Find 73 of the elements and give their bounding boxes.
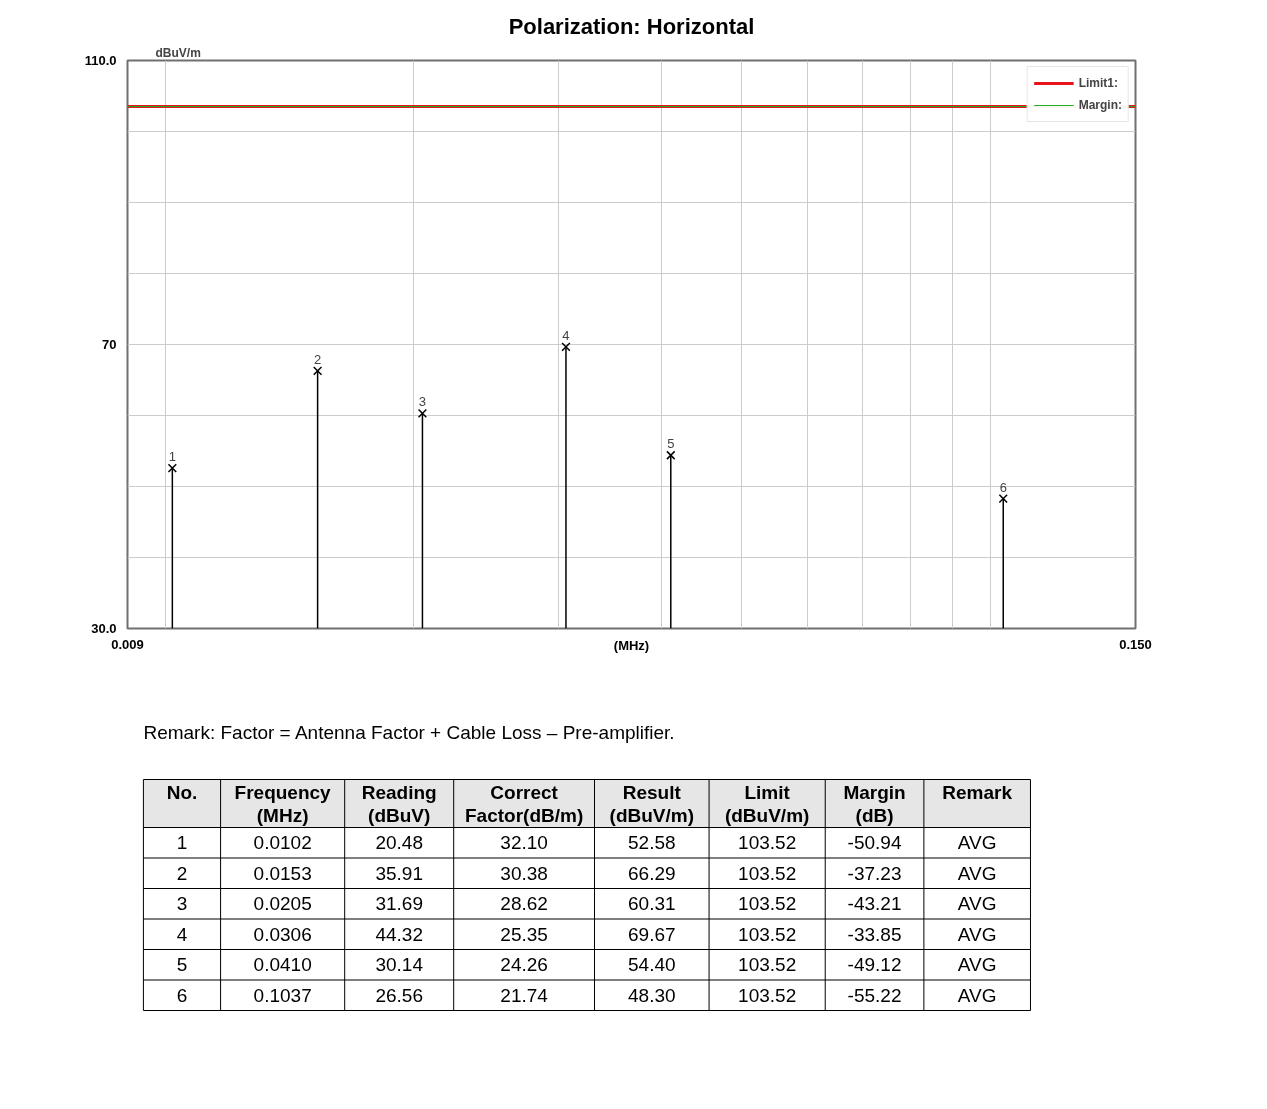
text: Result (dBuV/m) xyxy=(609,781,695,826)
text: -43.21 xyxy=(847,893,902,915)
text: 35.91 xyxy=(375,862,423,884)
text: 31.69 xyxy=(375,893,423,915)
ref-line-label: Margin: xyxy=(1078,98,1122,112)
text: 32.10 xyxy=(500,832,548,854)
text: AVG xyxy=(957,954,997,976)
text: 103.52 xyxy=(738,923,797,945)
text: 0.0102 xyxy=(253,832,312,854)
text: 44.32 xyxy=(375,923,423,945)
text: Remark: Factor = Antenna Factor + Cable Loss – Pre-amplifier. xyxy=(143,722,675,743)
text: 20.48 xyxy=(375,832,423,854)
text: 103.52 xyxy=(738,862,797,884)
text: Correct Factor(dB/m) xyxy=(464,781,584,826)
text: 66.29 xyxy=(628,862,676,884)
annotation: 2 xyxy=(314,351,322,367)
text: 103.52 xyxy=(738,954,797,976)
text: 2 xyxy=(176,862,188,884)
x-tick-label: 0.150 xyxy=(1119,636,1152,652)
text: Limit (dBuV/m) xyxy=(724,781,810,826)
text: No. xyxy=(166,781,198,803)
text: 24.26 xyxy=(500,954,548,976)
annotation: 1 xyxy=(168,449,176,465)
text: -37.23 xyxy=(847,862,902,884)
text: 103.52 xyxy=(738,984,797,1006)
text: Margin (dB) xyxy=(843,781,906,826)
legend-label: Limit1: xyxy=(1078,76,1118,90)
text: AVG xyxy=(957,862,997,884)
text: Frequency (MHz) xyxy=(234,781,332,826)
y-tick-label: 70 xyxy=(102,337,117,352)
text: 1 xyxy=(176,832,188,854)
text: 28.62 xyxy=(500,893,548,915)
text: 48.30 xyxy=(628,984,676,1006)
x-tick-label: 0.009 xyxy=(111,636,144,652)
text: 21.74 xyxy=(500,984,549,1006)
text: 0.0306 xyxy=(253,923,312,945)
text: 60.31 xyxy=(628,893,676,915)
text: 103.52 xyxy=(738,832,797,854)
text: 3 xyxy=(176,893,188,915)
annotation: 3 xyxy=(418,394,427,410)
text: 6 xyxy=(176,984,188,1006)
text: 25.35 xyxy=(500,923,548,945)
text: AVG xyxy=(957,923,997,945)
text: AVG xyxy=(957,893,997,915)
text: 103.52 xyxy=(738,893,797,915)
text: Remark xyxy=(942,781,1013,803)
chart-title: Polarization: Horizontal xyxy=(508,13,755,39)
text: -55.22 xyxy=(847,984,902,1006)
text: 5 xyxy=(176,954,188,976)
text: AVG xyxy=(957,984,997,1006)
text: 0.0410 xyxy=(253,954,312,976)
text: 52.58 xyxy=(628,832,676,854)
text: 0.0153 xyxy=(253,862,312,884)
x-axis-title: (MHz) xyxy=(613,637,650,653)
text: 30.38 xyxy=(500,862,548,884)
text: 30.14 xyxy=(375,954,424,976)
text: AVG xyxy=(957,832,997,854)
text: 0.0205 xyxy=(253,893,312,915)
text: -50.94 xyxy=(847,832,902,854)
y-axis-title: dBuV/m xyxy=(155,45,201,60)
text: 69.67 xyxy=(628,923,676,945)
annotation: 6 xyxy=(999,479,1007,495)
text: -49.12 xyxy=(847,954,902,976)
text: 4 xyxy=(176,923,188,945)
annotation: 4 xyxy=(562,327,570,343)
text: 0.1037 xyxy=(253,984,312,1006)
annotation: 5 xyxy=(667,436,675,452)
text: 26.56 xyxy=(375,984,423,1006)
text: Reading (dBuV) xyxy=(361,781,437,826)
text: -33.85 xyxy=(847,923,902,945)
y-tick-label: 110.0 xyxy=(84,53,117,68)
text: 54.40 xyxy=(628,954,676,976)
y-tick-label: 30.0 xyxy=(91,621,117,636)
